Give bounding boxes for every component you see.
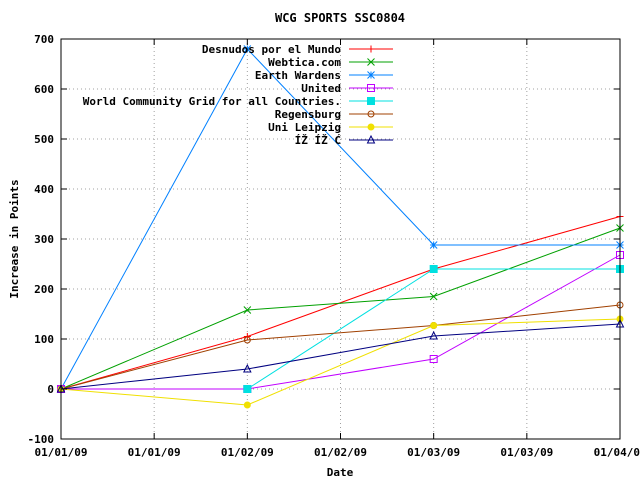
legend-entry: Uni Leipzig [268,121,393,134]
series [57,315,624,409]
data-point [429,265,438,273]
data-point [243,306,252,314]
x-tick-label: 01/02/09 [221,446,274,459]
series-layer [56,45,625,409]
y-tick-label: 0 [47,383,54,396]
legend-label: World Community Grid for all Countries. [83,95,341,108]
x-tick-label: 01/02/09 [314,446,367,459]
data-point [429,355,438,363]
data-point [243,45,252,53]
legend-label: Regensburg [275,108,341,121]
series-line [60,323,621,390]
data-point [429,330,438,340]
data-point [429,292,438,301]
series [56,318,625,393]
grid-lines [61,39,620,439]
x-tick-label: 01/01/09 [128,446,181,459]
data-point [243,333,251,340]
legend-label: ÍŽ ÍŽ Ć [295,134,341,147]
series-line [60,48,620,390]
data-point [367,58,375,66]
legend-entry: Webtica.com [268,56,393,69]
data-point [366,134,376,144]
series-line [60,318,621,406]
data-point [367,84,375,92]
data-point [243,336,251,344]
series-line [60,227,621,390]
legend-entry: Earth Wardens [255,69,393,82]
legend-entry: Regensburg [275,108,393,121]
x-axis-label: Date [327,466,354,479]
data-point [367,110,375,118]
data-point [367,123,375,131]
legend-entry: ÍŽ ÍŽ Ć [295,134,393,147]
legend-label: Desnudos por el Mundo [202,43,341,56]
y-tick-label: 600 [34,83,54,96]
legend-label: United [301,82,341,95]
data-point [243,363,252,373]
x-tick-label: 01/03/09 [407,446,460,459]
data-point [243,385,252,393]
y-tick-label: 400 [34,183,54,196]
x-tick-label: 01/03/09 [500,446,553,459]
legend-label: Uni Leipzig [268,121,341,134]
y-axis-label: Increase in Points [8,179,21,298]
y-tick-label: 300 [34,233,54,246]
series-line [60,304,621,390]
y-tick-label: 100 [34,333,54,346]
data-point [243,401,251,409]
data-point [429,241,438,249]
legend-entry: Desnudos por el Mundo [202,43,393,56]
axis-ticks: -100 0 100 200 300 400 500 600 700 01/01/09 01/01/… [28,33,640,459]
legend-label: Webtica.com [268,56,341,69]
data-point [367,71,375,79]
x-tick-label: 01/01/09 [35,446,88,459]
data-point [430,322,438,329]
legend-entry: United [301,82,393,95]
y-tick-label: 500 [34,133,54,146]
legend-entry: World Community Grid for all Countries. [83,95,393,108]
legend-label: Earth Wardens [255,69,341,82]
data-point [367,97,375,105]
data-point [367,45,375,53]
series-line [61,254,621,390]
y-tick-label: 200 [34,283,54,296]
y-tick-label: 700 [34,33,54,46]
chart-title: WCG SPORTS SSC0804 [275,11,405,25]
y-tick-label: -100 [28,433,55,446]
x-tick-label: 01/04/0 [594,446,640,459]
